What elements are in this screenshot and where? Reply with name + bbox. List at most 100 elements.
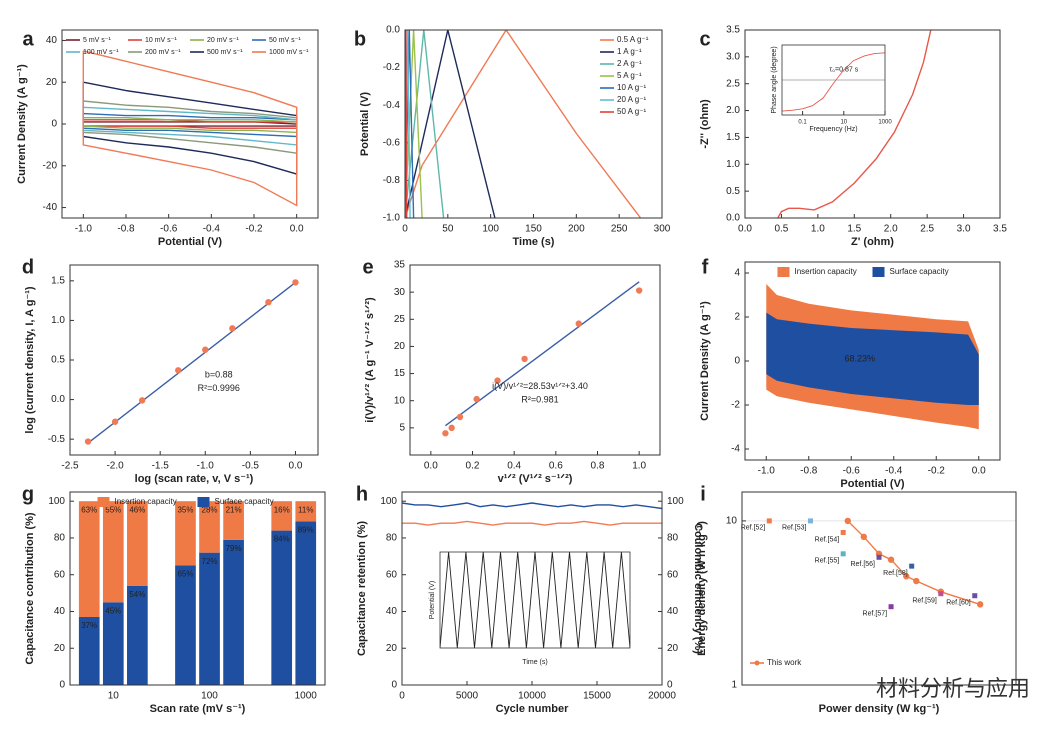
bar-segment (271, 501, 293, 531)
point (265, 299, 272, 306)
x-tick-label: 100 (201, 691, 218, 702)
legend-label: 5 mV s⁻¹ (83, 37, 111, 44)
bar-value-label: 16% (274, 505, 290, 514)
bar-value-label: 55% (105, 505, 121, 514)
annotation: 68.23% (844, 353, 875, 363)
x-tick-label: -0.2 (928, 466, 946, 477)
x-tick-label: 1.0 (811, 224, 825, 235)
plot-frame (69, 491, 326, 686)
point-label: Ref.[57] (863, 611, 888, 618)
point (494, 377, 501, 384)
y-axis-title: Potential (V) (429, 581, 436, 620)
legend-label: 20 A g⁻¹ (617, 95, 646, 104)
legend-label: Surface capacity (215, 497, 274, 506)
plot-area (402, 502, 662, 526)
y-tick-label: 0 (59, 680, 65, 691)
x-axis-title: v¹ᐟ² (V¹ᐟ² s⁻¹ᐟ²) (498, 473, 573, 485)
x-axis-title: Time (s) (513, 236, 555, 248)
y-axis-title: Current Density (A g⁻¹) (16, 64, 28, 184)
plot-area (82, 50, 298, 207)
y-tick-label: -0.2 (383, 62, 401, 73)
x-axis-title: Potential (V) (158, 236, 223, 248)
line (777, 30, 932, 218)
bar-segment (175, 501, 196, 566)
y-tick-label: 25 (394, 314, 406, 325)
y-tick-label: 0.0 (386, 25, 400, 36)
x-tick-label: 3.5 (993, 224, 1007, 235)
y-axis-title: Potential (V) (359, 92, 371, 157)
point (521, 355, 528, 363)
x-tick-label: 15000 (583, 691, 611, 702)
point (456, 413, 464, 421)
legend-label: 50 A g⁻¹ (617, 107, 646, 116)
y-tick-label: 20 (46, 77, 58, 88)
bar-value-label: 11% (298, 505, 313, 514)
point (938, 591, 944, 597)
y2-tick-label: 0 (667, 680, 673, 691)
y-tick-label: 0 (51, 119, 57, 130)
x-tick-label: 0.5 (774, 224, 788, 235)
plot-frame (744, 261, 1001, 461)
x-tick-label: -2.0 (106, 461, 124, 472)
legend-label: 1000 mV s⁻¹ (269, 49, 309, 56)
bar-value-label: 65% (177, 570, 193, 579)
bar-segment (199, 552, 220, 685)
y-tick-label: 1.0 (726, 159, 740, 170)
point (473, 395, 480, 403)
y-tick-label: -20 (43, 160, 58, 171)
x-axis-title: log (scan rate, v, V s⁻¹) (135, 473, 254, 485)
y-tick-label: 10 (726, 516, 738, 527)
x-tick-label: 10 (108, 691, 120, 702)
point-label: Ref.[53] (782, 525, 807, 532)
annotation: τ₀=0.87 s (829, 66, 858, 73)
y-tick-label: 80 (386, 533, 398, 544)
y-tick-label: 15 (394, 368, 406, 379)
y-tick-label: -2 (731, 400, 740, 411)
line (402, 520, 662, 526)
x-tick-label: 150 (525, 224, 542, 235)
x-tick-label: -0.4 (203, 224, 221, 235)
x-tick-label: 1.5 (847, 224, 861, 235)
y2-tick-label: 80 (667, 533, 679, 544)
y-tick-label: 10 (394, 395, 406, 406)
legend-label: 2 A g⁻¹ (617, 59, 642, 68)
x-axis-title: Potential (V) (840, 478, 905, 490)
panel-label: i (700, 483, 706, 505)
plot-area (405, 30, 642, 218)
plot-frame (781, 44, 886, 116)
legend-swatch (97, 497, 110, 507)
point (575, 320, 582, 327)
legend-label: 1 A g⁻¹ (617, 47, 642, 56)
y-tick-label: -0.4 (383, 100, 401, 111)
y-axis-title: Energy density (W h kg⁻¹) (696, 521, 708, 656)
legend-label: 10 A g⁻¹ (617, 83, 646, 92)
bar-segment (175, 565, 196, 685)
y-tick-label: 3.5 (726, 25, 740, 36)
bar-value-label: 21% (226, 505, 242, 514)
x-axis-title: Frequency (Hz) (809, 126, 857, 133)
y-tick-label: 0.0 (726, 213, 740, 224)
bar-segment (271, 530, 293, 685)
bar-segment (199, 501, 220, 553)
plot-frame (744, 29, 1001, 219)
point (976, 601, 984, 608)
y-tick-label: -0.8 (383, 175, 401, 186)
bar-value-label: 89% (298, 526, 314, 535)
line (87, 281, 296, 444)
plot-area (84, 279, 299, 445)
x-tick-label: 1000 (295, 691, 318, 702)
y-tick-label: 1.5 (51, 275, 65, 286)
point-label: Ref.[54] (815, 536, 840, 543)
panel-label: h (356, 483, 368, 505)
y2-tick-label: 100 (667, 496, 684, 507)
point (448, 424, 455, 432)
x-tick-label: 0.0 (289, 461, 303, 472)
panel-label: f (702, 256, 709, 278)
y-tick-label: 2.0 (726, 105, 740, 116)
x-tick-label: -0.6 (843, 466, 861, 477)
bar-value-label: 79% (226, 544, 242, 553)
watermark: 材料分析与应用 (876, 677, 1030, 702)
y-tick-label: 5 (399, 422, 405, 433)
legend-swatch (872, 267, 885, 277)
plot-frame (401, 491, 663, 686)
